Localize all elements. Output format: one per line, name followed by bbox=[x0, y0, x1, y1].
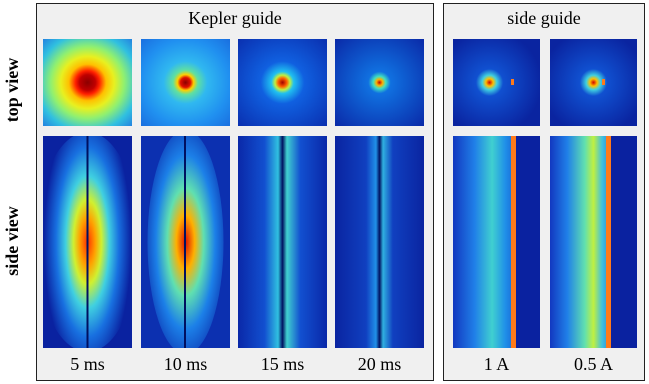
caption-20ms: 20 ms bbox=[357, 354, 402, 374]
side-guide-title: side guide bbox=[507, 8, 581, 28]
caption-15ms: 15 ms bbox=[260, 354, 305, 374]
side-guide-top-view-0.5A bbox=[550, 39, 637, 126]
kepler-top-view-15ms bbox=[238, 39, 327, 126]
kepler-top-view-10ms bbox=[141, 39, 230, 126]
kepler-guide-title: Kepler guide bbox=[188, 8, 282, 28]
caption-10ms: 10 ms bbox=[163, 354, 208, 374]
kepler-side-view-15ms bbox=[238, 136, 327, 348]
caption-5ms: 5 ms bbox=[70, 354, 105, 374]
kepler-side-view-20ms bbox=[335, 136, 424, 348]
side-guide-side-view-1A bbox=[453, 136, 540, 348]
kepler-side-view-5ms bbox=[43, 136, 132, 348]
kepler-top-view-5ms bbox=[43, 39, 132, 126]
kepler-top-view-20ms bbox=[335, 39, 424, 126]
side-guide-side-view-0.5A bbox=[550, 136, 637, 348]
caption-0.5A: 0.5 A bbox=[573, 354, 613, 374]
caption-1A: 1 A bbox=[483, 354, 510, 374]
side-guide-top-view-1A bbox=[453, 39, 540, 126]
row-label-top-view: top view bbox=[2, 57, 22, 123]
kepler-side-view-10ms bbox=[141, 136, 230, 348]
row-label-side-view: side view bbox=[2, 206, 22, 276]
